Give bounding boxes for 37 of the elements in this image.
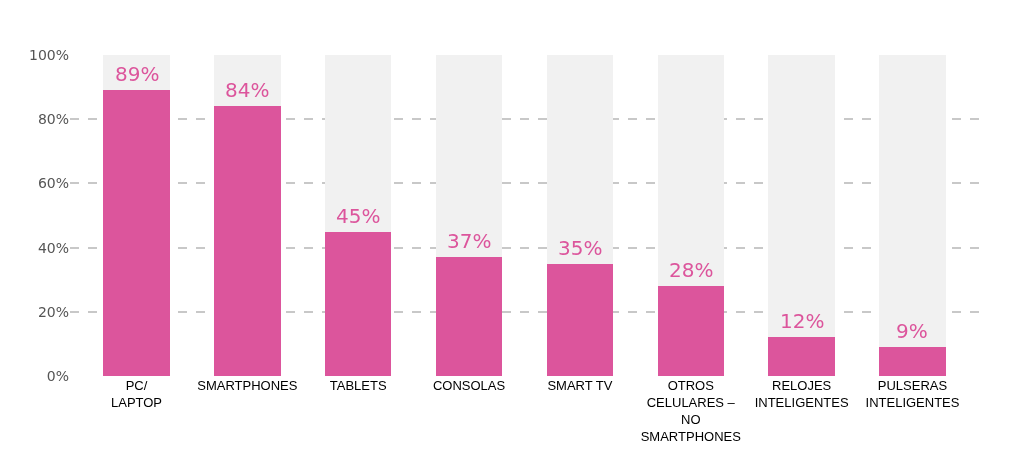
data-label: 37% xyxy=(447,229,492,253)
bar xyxy=(657,286,725,376)
bar xyxy=(546,55,614,264)
y-tick-label: 40% xyxy=(37,239,69,256)
x-tick-label: PC/ LAPTOP xyxy=(110,378,163,410)
data-label: 84% xyxy=(225,78,270,102)
x-tick-label: SMART TV xyxy=(547,378,613,393)
data-label: 45% xyxy=(336,204,381,228)
bar xyxy=(657,55,725,287)
bar xyxy=(768,337,835,376)
bar xyxy=(879,347,946,376)
bar xyxy=(324,231,392,376)
bar xyxy=(435,55,503,258)
bar xyxy=(214,106,281,376)
x-tick-label: PULSERAS INTELIGENTES xyxy=(865,378,960,410)
data-label: 35% xyxy=(558,236,603,260)
x-tick-label: RELOJES INTELIGENTES xyxy=(754,378,849,410)
bar xyxy=(103,90,170,376)
x-tick-label: OTROS CELULARES – NO SMARTPHONES xyxy=(640,378,742,444)
y-tick-label: 0% xyxy=(46,367,69,384)
data-label: 12% xyxy=(780,309,825,333)
y-tick-label: 80% xyxy=(37,111,69,128)
bar xyxy=(324,55,392,232)
bar xyxy=(214,55,281,107)
data-label: 28% xyxy=(669,258,714,282)
y-tick-label: 100% xyxy=(28,46,69,63)
x-tick-label: CONSOLAS xyxy=(432,378,506,393)
x-tick-label: TABLETS xyxy=(329,378,387,393)
bar xyxy=(546,263,614,376)
bar xyxy=(435,257,503,376)
x-tick-label: SMARTPHONES xyxy=(197,378,298,393)
data-label: 9% xyxy=(896,319,928,343)
y-tick-label: 60% xyxy=(37,175,69,192)
data-label: 89% xyxy=(115,62,160,86)
y-tick-label: 20% xyxy=(37,303,69,320)
bar xyxy=(768,55,835,338)
bar xyxy=(879,55,946,348)
